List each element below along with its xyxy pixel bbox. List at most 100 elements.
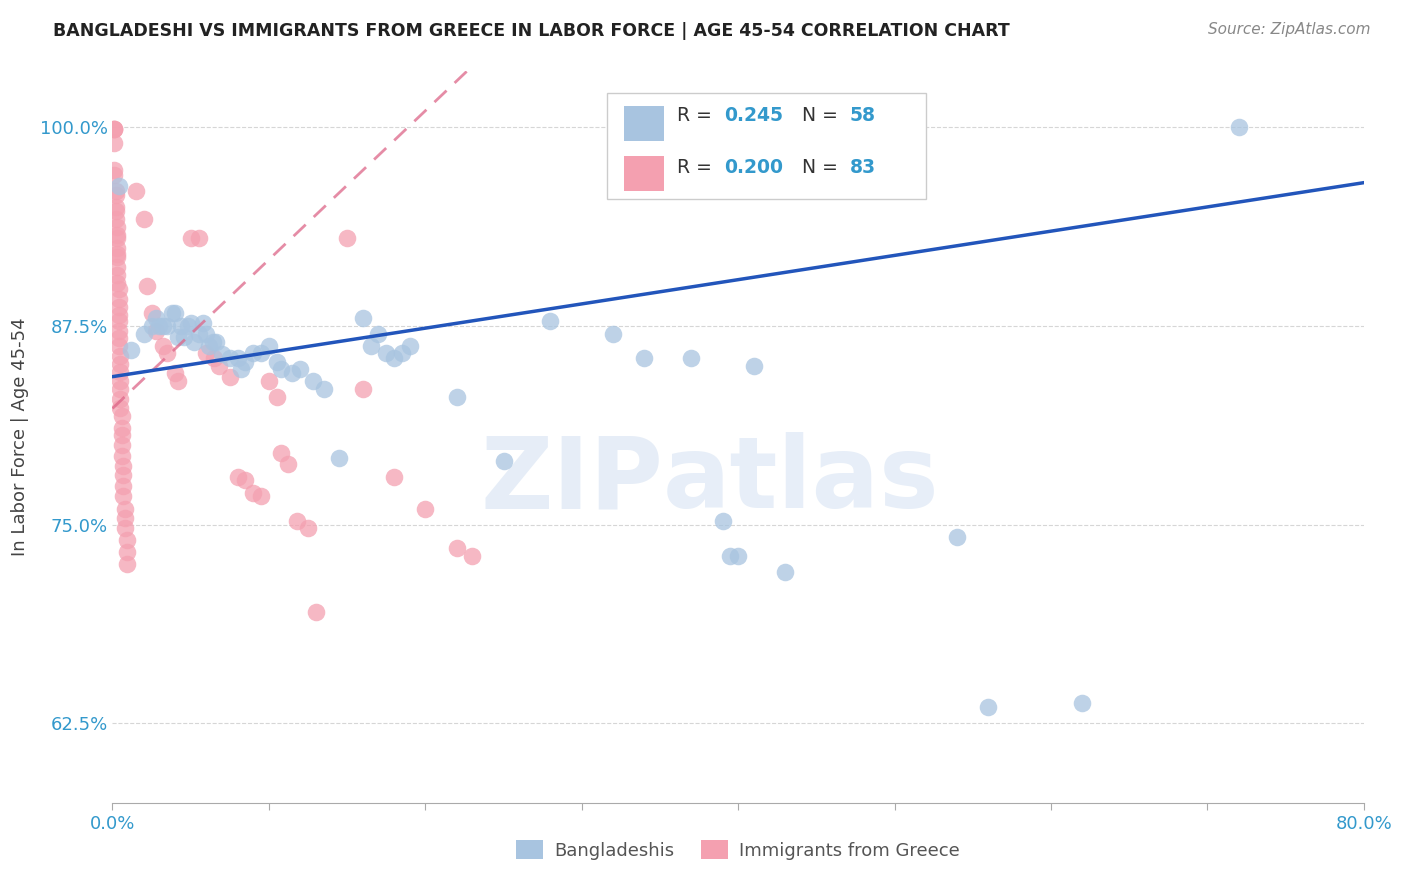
Point (242, 485, 264, 500)
Point (187, 326, 209, 341)
Text: atlas: atlas (664, 433, 939, 530)
Point (773, 566, 796, 580)
Point (270, 446, 292, 460)
Point (305, 605, 328, 619)
Point (183, 334, 205, 349)
Point (145, 324, 167, 338)
Point (112, 489, 135, 503)
Point (156, 318, 179, 333)
Point (398, 339, 420, 353)
Point (202, 351, 225, 365)
Point (107, 178, 129, 193)
Point (281, 367, 304, 381)
Point (360, 339, 382, 353)
Point (382, 470, 405, 484)
Point (415, 501, 437, 516)
Point (492, 454, 515, 468)
Point (180, 231, 202, 245)
Point (105, 276, 128, 290)
Point (110, 365, 132, 379)
Point (111, 409, 134, 424)
Point (352, 310, 374, 325)
Text: N =: N = (801, 106, 844, 125)
Text: R =: R = (676, 158, 717, 177)
Point (163, 306, 186, 320)
Point (107, 339, 129, 353)
Y-axis label: In Labor Force | Age 45-54: In Labor Force | Age 45-54 (10, 318, 28, 557)
Point (110, 383, 132, 397)
Text: N =: N = (801, 158, 844, 177)
Point (540, 314, 562, 328)
Point (105, 260, 128, 274)
Point (198, 339, 221, 353)
Point (105, 231, 128, 245)
Point (125, 184, 148, 198)
Point (110, 357, 132, 371)
Point (110, 349, 132, 363)
Point (242, 346, 264, 360)
Point (270, 361, 292, 376)
Point (727, 549, 749, 564)
Point (112, 458, 135, 473)
Point (336, 231, 359, 245)
Point (187, 231, 209, 245)
Point (112, 468, 135, 483)
Point (110, 392, 132, 406)
Point (235, 473, 257, 487)
Point (446, 390, 468, 404)
Point (180, 316, 202, 330)
Point (103, 121, 125, 136)
Point (195, 346, 218, 360)
Point (681, 351, 703, 365)
Point (946, 530, 969, 544)
Point (285, 514, 308, 528)
Point (297, 521, 319, 535)
Point (160, 306, 183, 320)
Point (633, 351, 655, 365)
Bar (624, 106, 664, 141)
Point (152, 339, 174, 353)
Point (103, 136, 125, 150)
Point (105, 247, 128, 261)
Point (218, 369, 240, 384)
Point (104, 204, 127, 219)
Point (257, 375, 280, 389)
Point (145, 310, 167, 325)
Point (107, 314, 129, 328)
Point (167, 375, 190, 389)
Point (115, 558, 138, 572)
Point (977, 700, 1000, 714)
Point (110, 401, 132, 416)
Text: 0.245: 0.245 (724, 106, 783, 125)
Point (211, 347, 233, 361)
Point (105, 251, 128, 265)
Point (250, 489, 273, 503)
Point (446, 541, 468, 556)
Point (152, 318, 174, 333)
Point (103, 121, 125, 136)
Point (170, 318, 193, 333)
Text: BANGLADESHI VS IMMIGRANTS FROM GREECE IN LABOR FORCE | AGE 45-54 CORRELATION CHA: BANGLADESHI VS IMMIGRANTS FROM GREECE IN… (53, 22, 1010, 40)
Point (711, 514, 734, 528)
Point (107, 324, 129, 338)
Point (193, 316, 215, 330)
Point (257, 339, 280, 353)
Text: Source: ZipAtlas.com: Source: ZipAtlas.com (1208, 22, 1371, 37)
Point (141, 318, 163, 333)
Point (111, 420, 134, 434)
FancyBboxPatch shape (607, 94, 927, 200)
Point (290, 361, 312, 376)
Point (104, 188, 127, 202)
Legend: Bangladeshis, Immigrants from Greece: Bangladeshis, Immigrants from Greece (509, 833, 967, 867)
Point (105, 241, 128, 255)
Point (718, 549, 741, 564)
Point (110, 375, 132, 389)
Point (114, 501, 136, 516)
Point (111, 428, 134, 442)
Point (602, 326, 624, 341)
Point (226, 351, 249, 365)
Point (103, 163, 125, 178)
Point (218, 351, 240, 365)
Point (266, 390, 288, 404)
Text: ZIP: ZIP (481, 433, 664, 530)
